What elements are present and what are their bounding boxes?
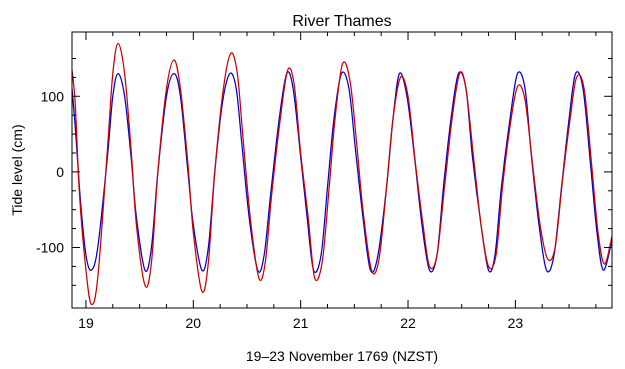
x-tick-label: 21	[293, 315, 309, 331]
series-line-2	[72, 42, 612, 306]
y-tick-label: 0	[56, 164, 64, 180]
x-axis-label: 19–23 November 1769 (NZST)	[246, 348, 438, 364]
series-layer	[72, 42, 612, 306]
axis-layer	[72, 32, 612, 308]
y-tick-label: -100	[36, 240, 64, 256]
plot-frame	[71, 31, 613, 309]
y-axis-label: Tide level (cm)	[9, 124, 25, 215]
y-tick-label: 100	[41, 88, 65, 104]
tick-label-layer: 19 20 21 22 23 -100 0 100	[36, 88, 523, 331]
chart-title: River Thames	[292, 13, 391, 30]
series-line-1	[72, 71, 612, 274]
x-tick-label: 23	[508, 315, 524, 331]
x-tick-label: 19	[78, 315, 94, 331]
x-tick-label: 20	[186, 315, 202, 331]
x-tick-label: 22	[400, 315, 416, 331]
